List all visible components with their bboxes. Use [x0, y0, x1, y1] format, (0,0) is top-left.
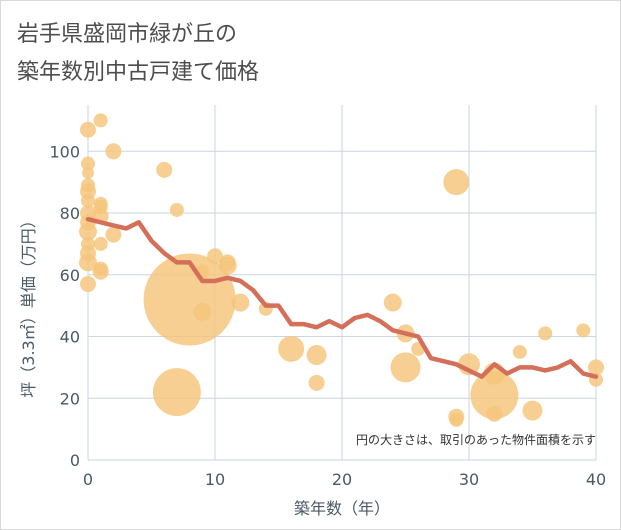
data-bubble	[538, 326, 553, 341]
data-bubble	[169, 202, 184, 217]
data-bubble	[218, 256, 237, 275]
data-bubble	[383, 293, 402, 312]
y-axis-label: 坪（3.3㎡）単価（万円）	[19, 212, 38, 397]
y-tick-label: 80	[60, 204, 80, 223]
y-tick-label: 100	[49, 142, 80, 161]
data-bubble	[522, 400, 543, 421]
x-tick-label: 0	[83, 470, 93, 489]
data-bubble	[80, 121, 96, 138]
y-tick-label: 40	[60, 328, 80, 347]
data-bubble	[390, 352, 421, 383]
x-tick-label: 20	[332, 470, 352, 489]
data-bubble	[306, 345, 327, 366]
data-bubble	[80, 276, 96, 293]
data-bubble	[156, 161, 173, 178]
data-bubble	[512, 344, 527, 359]
data-bubble	[588, 359, 604, 376]
y-tick-label: 60	[60, 266, 80, 285]
data-bubble	[443, 169, 470, 196]
data-bubble	[449, 412, 464, 427]
y-tick-label: 20	[60, 389, 80, 408]
trend-line-layer	[85, 216, 599, 379]
x-tick-label: 10	[205, 470, 225, 489]
data-bubble	[193, 302, 212, 321]
data-bubble	[576, 323, 591, 338]
data-bubble	[81, 193, 95, 208]
x-axis-label: 築年数（年）	[294, 499, 390, 518]
x-tick-label: 30	[459, 470, 479, 489]
y-tick-labels: 0 20 40 60 80 100	[49, 142, 80, 470]
size-legend-note: 円の大きさは、取引のあった物件面積を示す	[356, 432, 596, 447]
y-tick-label: 0	[70, 451, 80, 470]
data-bubble	[93, 236, 108, 251]
data-bubble	[79, 222, 97, 241]
data-bubble	[143, 253, 236, 346]
data-bubble	[79, 253, 97, 272]
data-bubble	[82, 166, 94, 179]
x-tick-labels: 0 10 20 30 40	[83, 470, 606, 489]
data-bubble	[105, 143, 122, 160]
x-tick-label: 40	[586, 470, 606, 489]
data-bubble	[231, 293, 250, 312]
data-bubble	[308, 374, 325, 391]
data-bubble	[93, 113, 108, 128]
chart-title-line-1: 岩手県盛岡市緑が丘の	[17, 22, 238, 47]
average-price-line	[85, 216, 599, 379]
data-bubble	[105, 226, 122, 243]
data-bubble	[152, 368, 201, 417]
data-bubble	[470, 371, 519, 420]
data-bubble	[486, 405, 503, 422]
chart-title-line-2: 築年数別中古戸建て価格	[17, 60, 260, 85]
data-bubble	[92, 263, 109, 280]
bubble-layer	[79, 113, 604, 427]
data-bubble	[278, 335, 305, 362]
data-bubble	[81, 156, 95, 171]
data-bubble	[207, 248, 223, 265]
